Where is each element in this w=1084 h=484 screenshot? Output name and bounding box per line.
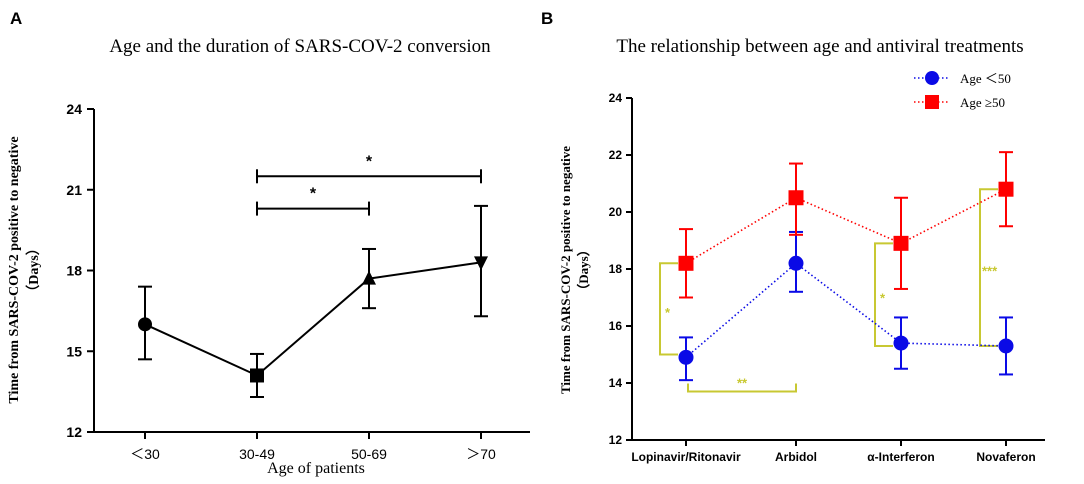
panel-b-point-age-over-50 (788, 190, 804, 206)
panel-a-y-tick-label: 12 (66, 424, 82, 440)
panel-b-y-tick-label: 12 (609, 433, 623, 447)
panel-b-sig-bracket (659, 262, 678, 356)
panel-a-sig-label: * (310, 186, 317, 203)
panel-b-plot: 12 14 16 18 20 22 24 Lopinavir/Ritonavir Arbidol… (609, 91, 1045, 464)
panel-b-series-line-age-under-50 (685, 262, 1007, 358)
panel-a-x-tick-label: ＞70 (466, 446, 496, 462)
panel-a-point (250, 368, 264, 383)
panel-a-point (138, 317, 152, 332)
panel-b-letter: B (541, 9, 553, 28)
panel-b-point-age-over-50 (678, 255, 694, 271)
panel-b-ylabel: Time from SARS-COV-2 positive to negativ… (558, 146, 573, 394)
panel-a-y-tick-label: 18 (66, 263, 82, 279)
panel-b-series-line-age-over-50 (685, 188, 1007, 264)
panel-b-ylabel-unit: （Days） (576, 243, 591, 296)
panel-b-title: The relationship between age and antivir… (616, 36, 1023, 57)
panel-b-x-tick-label: α-Interferon (867, 450, 934, 464)
panel-b-x-tick-label: Novaferon (976, 450, 1035, 464)
panel-b-sig-label: *** (982, 264, 998, 279)
legend-label-age-over-50: Age ≥50 (960, 95, 1005, 110)
panel-b-y-tick-label: 16 (609, 319, 623, 333)
panel-a-x-tick-label: ＜30 (130, 446, 160, 462)
panel-b-y-tick-label: 14 (609, 376, 623, 390)
panel-a-y-tick-label: 15 (66, 343, 82, 359)
panel-a-xlabel: Age of patients (267, 460, 365, 477)
panel-b-sig-label: * (880, 291, 886, 306)
panel-b-y-tick-label: 24 (609, 91, 623, 105)
panel-b-sig-label: ** (737, 376, 748, 391)
panel-b-sig-bracket (687, 383, 797, 393)
panel-a-point (474, 256, 488, 271)
panel-a-y-tick-label: 24 (66, 101, 82, 117)
panel-a-title: Age and the duration of SARS-COV-2 conve… (109, 36, 491, 57)
panel-b-y-tick-label: 20 (609, 205, 623, 219)
panel-a-series-line (144, 261, 482, 377)
panel-a-y-tick-label: 21 (66, 182, 82, 198)
panel-b-point-age-under-50 (678, 349, 694, 365)
panel-b-y-tick-label: 22 (609, 148, 623, 162)
panel-a-x-tick-label: 50-69 (351, 446, 387, 462)
legend-marker-age-over-50 (925, 95, 939, 109)
panel-b-point-age-over-50 (998, 181, 1014, 197)
panel-b-point-age-over-50 (893, 235, 909, 251)
panel-a-ylabel-unit: （Days） (26, 241, 42, 299)
panel-a-x-tick-label: 30-49 (239, 446, 275, 462)
panel-b-sig-label: * (665, 305, 671, 320)
legend-label-age-under-50: Age ＜50 (960, 71, 1011, 86)
panel-b-legend: Age ＜50 Age ≥50 (914, 71, 1011, 110)
panel-b-point-age-under-50 (893, 335, 909, 351)
panel-b-x-tick-label: Arbidol (775, 450, 817, 464)
panel-b-x-tick-label: Lopinavir/Ritonavir (631, 450, 741, 464)
panel-a-plot: 12 15 18 21 24 ＜30 30-49 50-69 ＞70 * * (66, 101, 530, 462)
panel-b-sig-bracket (874, 242, 893, 347)
panel-a-point (362, 270, 376, 285)
panel-b-point-age-under-50 (998, 338, 1014, 354)
panel-b-point-age-under-50 (788, 255, 804, 271)
panel-a-letter: A (10, 9, 22, 28)
panel-a-ylabel: Time from SARS-COV-2 positive to negativ… (7, 136, 22, 403)
legend-marker-age-under-50 (925, 71, 939, 85)
panel-a-sig-label: * (366, 153, 373, 170)
panel-b-y-tick-label: 18 (609, 262, 623, 276)
